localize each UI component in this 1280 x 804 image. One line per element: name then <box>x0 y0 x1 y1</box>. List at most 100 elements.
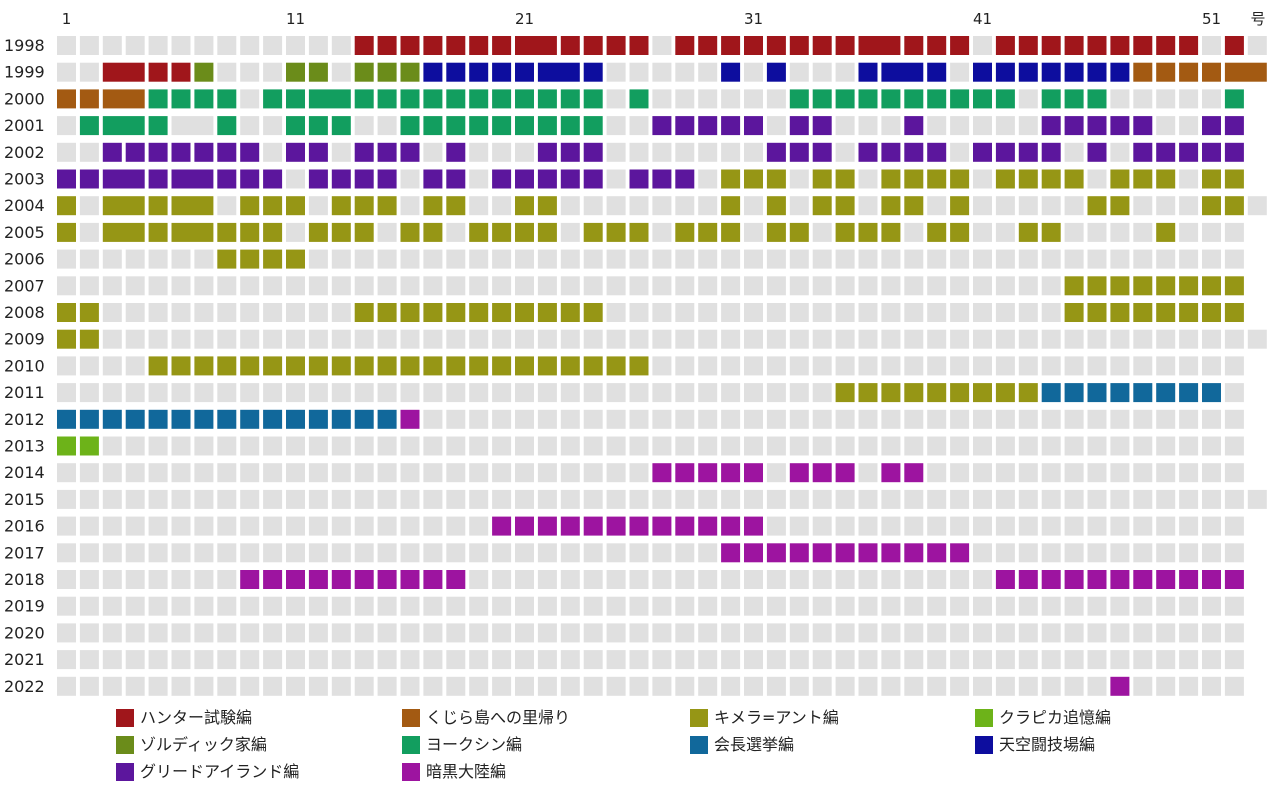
issue-cell-empty <box>194 676 214 696</box>
issue-cell-empty <box>515 409 534 429</box>
issue-cell-empty <box>469 516 489 536</box>
issue-cell-published <box>789 463 809 483</box>
issue-cell-published <box>1156 570 1176 589</box>
issue-cell-empty <box>1179 489 1199 509</box>
issue-cell-empty <box>766 249 786 269</box>
issue-cell-published <box>1179 570 1199 589</box>
issue-cell-published <box>469 116 489 136</box>
issue-cell-published <box>1156 36 1176 55</box>
issue-cell-empty <box>766 409 786 429</box>
issue-cell-published <box>1110 570 1130 589</box>
issue-cell-empty <box>515 570 534 589</box>
issue-cell-empty <box>1133 409 1153 429</box>
issue-cell-empty <box>446 222 466 242</box>
issue-cell-empty <box>1087 436 1107 456</box>
issue-cell-published <box>698 36 718 55</box>
issue-cell-published <box>377 89 397 109</box>
issue-cell-empty <box>881 650 901 670</box>
issue-cell-published <box>881 196 901 216</box>
issue-cell-published <box>766 196 786 216</box>
issue-cell-published <box>675 222 695 242</box>
issue-cell-empty <box>308 543 328 563</box>
issue-cell-empty <box>515 623 534 643</box>
issue-cell-empty <box>492 142 512 162</box>
issue-cell-empty <box>1156 329 1176 349</box>
issue-cell-empty <box>721 650 741 670</box>
issue-cell-empty <box>537 276 557 296</box>
issue-cell-empty <box>263 276 283 296</box>
issue-cell-empty <box>308 249 328 269</box>
issue-cell-published <box>1041 570 1061 589</box>
issue-cell-empty <box>675 303 695 322</box>
issue-cell-published <box>1156 303 1176 322</box>
issue-cell-empty <box>766 303 786 322</box>
issue-cell-empty <box>423 489 443 509</box>
issue-cell-empty <box>492 409 512 429</box>
legend-label: クラピカ追憶編 <box>999 708 1112 727</box>
issue-cell-empty <box>950 489 970 509</box>
issue-cell-published <box>400 356 420 376</box>
issue-cell-empty <box>377 623 397 643</box>
issue-cell-empty <box>125 436 145 456</box>
issue-cell-empty <box>835 516 855 536</box>
issue-cell-empty <box>537 570 557 589</box>
legend-label: 会長選挙編 <box>714 735 795 754</box>
issue-cell-published <box>217 356 237 376</box>
issue-cell-empty <box>1202 623 1221 643</box>
year-label: 2018 <box>4 570 45 589</box>
issue-cell-published <box>812 463 832 483</box>
issue-cell-published <box>995 169 1015 189</box>
issue-cell-published <box>194 356 214 376</box>
issue-cell-empty <box>354 463 374 483</box>
issue-cell-published <box>79 436 99 456</box>
issue-cell-published <box>560 36 580 55</box>
legend-swatch <box>402 763 420 781</box>
issue-cell-empty <box>973 196 992 216</box>
issue-cell-empty <box>858 329 878 349</box>
issue-cell-empty <box>652 596 672 616</box>
issue-cell-empty <box>1179 650 1199 670</box>
issue-cell-empty <box>354 116 374 136</box>
issue-cell-published <box>1156 383 1176 403</box>
issue-cell-published <box>1224 36 1244 55</box>
issue-cell-empty <box>744 650 763 670</box>
issue-cell-published <box>789 142 809 162</box>
issue-cell-published <box>560 116 580 136</box>
issue-cell-empty <box>286 676 305 696</box>
issue-cell-published <box>263 89 283 109</box>
issue-cell-empty <box>217 196 237 216</box>
issue-cell-empty <box>1018 116 1038 136</box>
issue-cell-empty <box>744 596 763 616</box>
issue-cell-empty <box>1247 489 1267 509</box>
issue-cell-empty <box>1041 436 1061 456</box>
issue-cell-empty <box>973 356 992 376</box>
issue-cell-empty <box>1202 249 1221 269</box>
issue-cell-empty <box>446 276 466 296</box>
issue-cell-published <box>995 62 1015 82</box>
issue-cell-published <box>698 463 718 483</box>
issue-cell-published <box>973 142 992 162</box>
issue-cell-empty <box>400 650 420 670</box>
issue-cell-empty <box>721 276 741 296</box>
issue-cell-empty <box>1110 436 1130 456</box>
issue-cell-empty <box>721 303 741 322</box>
issue-cell-empty <box>469 676 489 696</box>
issue-cell-empty <box>125 249 145 269</box>
issue-cell-empty <box>1224 356 1244 376</box>
issue-cell-empty <box>79 62 99 82</box>
issue-cell-empty <box>263 36 283 55</box>
issue-cell-published <box>812 89 832 109</box>
issue-cell-empty <box>446 463 466 483</box>
issue-cell-published <box>79 409 99 429</box>
issue-cell-empty <box>423 463 443 483</box>
issue-cell-empty <box>377 676 397 696</box>
issue-cell-empty <box>446 516 466 536</box>
issue-cell-empty <box>583 570 603 589</box>
issue-cell-empty <box>812 62 832 82</box>
issue-cell-published <box>217 89 237 109</box>
issue-cell-published <box>927 383 947 403</box>
issue-cell-published <box>148 116 168 136</box>
issue-cell-empty <box>331 249 351 269</box>
issue-cell-empty <box>194 436 214 456</box>
issue-cell-empty <box>1087 409 1107 429</box>
